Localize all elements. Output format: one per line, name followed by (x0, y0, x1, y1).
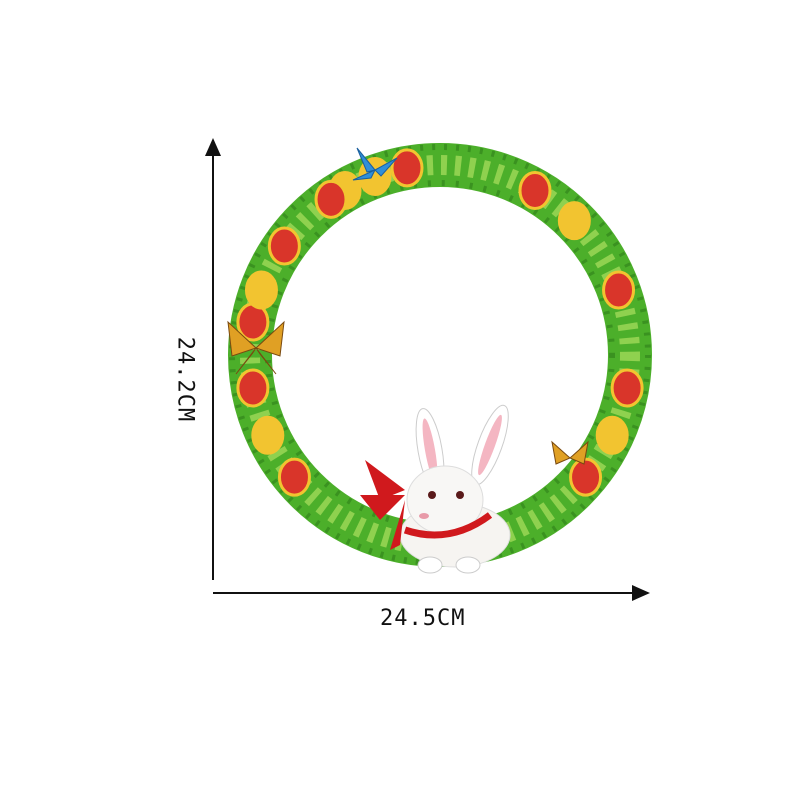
small-butterfly-icon (551, 440, 589, 465)
easter-egg (236, 302, 270, 342)
easter-egg (236, 368, 270, 408)
blue-butterfly-icon (352, 147, 398, 181)
easter-egg (602, 270, 636, 310)
easter-egg (244, 270, 278, 310)
easter-egg (595, 415, 629, 455)
bunny (360, 404, 511, 574)
width-label: 24.5CM (380, 606, 466, 631)
height-label: 24.2CM (172, 336, 198, 423)
easter-egg (314, 179, 348, 219)
easter-egg (267, 226, 301, 266)
easter-egg (610, 368, 644, 408)
easter-egg (251, 415, 285, 455)
easter-egg (518, 170, 552, 210)
easter-egg (569, 457, 603, 497)
orange-butterfly-icon (227, 320, 285, 375)
easter-egg (557, 201, 591, 241)
easter-egg (390, 148, 424, 188)
easter-egg (277, 457, 311, 497)
